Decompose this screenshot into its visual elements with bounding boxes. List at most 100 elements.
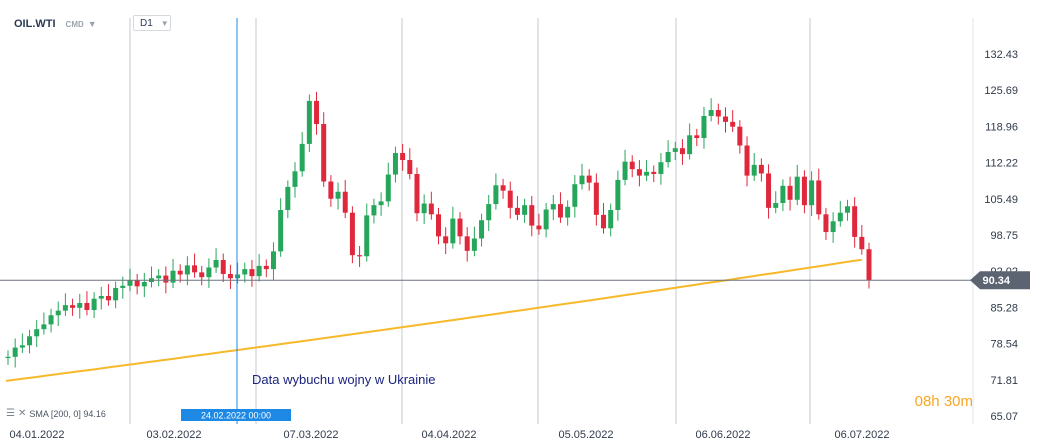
candle (98, 286, 104, 310)
candle (436, 207, 441, 245)
candle-body (751, 164, 757, 176)
candle (479, 213, 485, 247)
candle-body (278, 210, 284, 252)
candle (19, 333, 25, 353)
candle-body (816, 180, 822, 215)
candle-body (98, 295, 104, 299)
candle-body (192, 265, 198, 273)
close-icon[interactable]: ✕ (17, 408, 27, 419)
candle-body (256, 265, 262, 277)
candle-body (658, 162, 664, 175)
candle-body (335, 191, 341, 199)
candle-body (357, 255, 363, 257)
candle-body (292, 171, 298, 187)
candle-body (787, 185, 793, 200)
candle-body (801, 176, 807, 206)
candle (414, 167, 420, 222)
candle-body (794, 176, 800, 200)
candle-body (708, 110, 714, 116)
candle-body (837, 212, 843, 222)
candle (421, 194, 427, 224)
indicator-legend[interactable]: ☰ ✕ SMA [200, 0] 94.16 (6, 408, 106, 419)
candle (141, 272, 147, 298)
candle (766, 164, 772, 219)
candle-body (34, 329, 40, 337)
candle-body (392, 153, 398, 175)
candle-body (550, 204, 556, 210)
candle (816, 168, 822, 220)
candle-body (385, 174, 391, 202)
candle (622, 149, 628, 186)
y-tick-label: 105.49 (984, 194, 1018, 206)
candle (84, 291, 90, 316)
candle (629, 155, 635, 178)
candle-body (378, 201, 384, 206)
candle (249, 259, 255, 287)
candle (823, 207, 829, 241)
candle (34, 320, 40, 348)
candle-body (127, 280, 133, 286)
candle-body (766, 173, 772, 208)
y-tick-label: 112.22 (985, 158, 1018, 170)
candle-body (723, 116, 728, 122)
candle-body (493, 185, 499, 205)
timeframe-dropdown[interactable]: D1 ▼ (133, 15, 171, 31)
event-date-label: 24.02.2022 00:00 (201, 411, 271, 421)
countdown-hours: 08 (914, 393, 932, 410)
candle (364, 203, 370, 262)
y-tick-label: 65.07 (990, 411, 1018, 423)
candle (737, 120, 743, 154)
indicator-label: SMA [200, 0] 94.16 (29, 408, 106, 419)
candle-body (84, 302, 90, 310)
candle-body (436, 214, 441, 237)
candle (91, 292, 97, 319)
candle-body (457, 218, 463, 237)
candle (41, 312, 47, 335)
candle-body (866, 249, 872, 281)
candle-body (450, 218, 456, 244)
candle (536, 213, 542, 235)
candle-body (514, 207, 520, 215)
candle (450, 206, 456, 249)
candle-body (565, 206, 571, 218)
candle-body (400, 153, 406, 161)
candle-body (270, 251, 276, 270)
candle-body (184, 265, 190, 275)
candle-body (364, 215, 370, 257)
candle-body (371, 205, 377, 216)
candle-body (407, 160, 413, 175)
candle-body (170, 270, 176, 283)
candle (844, 199, 850, 221)
candle-body (299, 143, 305, 172)
candle (830, 212, 836, 243)
chart-overlay: 90.34 24.02.2022 00:00 Data wybuchu wojny … (0, 18, 1030, 424)
candle-body (5, 356, 11, 359)
candle-body (443, 236, 449, 244)
menu-icon[interactable]: ☰ (6, 408, 15, 419)
y-tick-label: 78.54 (990, 339, 1018, 351)
x-tick-label: 06.07.2022 (834, 429, 889, 441)
candle (156, 269, 162, 287)
symbol-selector[interactable]: OIL.WTI CMD ▼ (14, 15, 97, 33)
candle-body (105, 295, 111, 301)
candlestick-series (5, 91, 872, 368)
candle (586, 169, 592, 191)
candle-body (809, 180, 815, 206)
y-tick-label: 85.28 (990, 302, 1018, 314)
candle-body (227, 273, 233, 279)
candle (306, 94, 312, 152)
candle (227, 264, 233, 290)
candle-body (306, 100, 312, 144)
candle (149, 266, 154, 288)
candle-body (744, 145, 750, 176)
candle-body (579, 175, 585, 185)
candle-body (529, 205, 535, 226)
x-tick-label: 05.05.2022 (558, 429, 613, 441)
candle-body (730, 121, 736, 127)
candle (751, 153, 757, 181)
candle-body (622, 161, 628, 180)
candle (113, 281, 119, 309)
sma-curve (5, 258, 863, 382)
candle (500, 178, 506, 199)
